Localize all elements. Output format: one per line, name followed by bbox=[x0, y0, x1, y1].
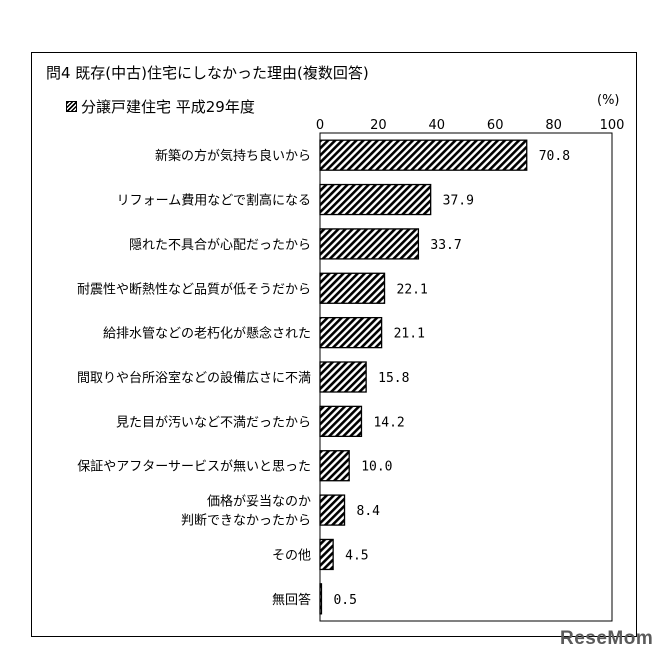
legend-swatch bbox=[66, 101, 77, 112]
x-tick-label: 80 bbox=[545, 118, 562, 133]
value-label: 22.1 bbox=[397, 282, 428, 297]
value-label: 70.8 bbox=[539, 149, 570, 164]
chart-title: 問4 既存(中古)住宅にしなかった理由(複数回答) bbox=[46, 64, 369, 82]
value-label: 4.5 bbox=[345, 548, 368, 563]
category-label: 判断できなかったから bbox=[181, 514, 311, 529]
category-label: 保証やアフターサービスが無いと思った bbox=[77, 460, 311, 475]
bar bbox=[319, 272, 386, 304]
x-tick-label: 40 bbox=[429, 118, 446, 133]
legend: 分譲戸建住宅 平成29年度 bbox=[66, 96, 255, 117]
category-label: 無回答 bbox=[272, 592, 311, 608]
category-label: その他 bbox=[272, 548, 311, 563]
value-label: 33.7 bbox=[430, 238, 461, 253]
value-label: 10.0 bbox=[361, 460, 392, 475]
bar bbox=[319, 361, 367, 393]
x-tick-label: 100 bbox=[600, 118, 625, 133]
x-tick-label: 60 bbox=[487, 118, 504, 133]
legend-label: 分譲戸建住宅 平成29年度 bbox=[81, 98, 255, 116]
value-label: 21.1 bbox=[394, 327, 425, 342]
bar bbox=[319, 450, 350, 482]
bar bbox=[319, 405, 363, 438]
bar bbox=[319, 139, 528, 171]
value-label: 14.2 bbox=[373, 415, 404, 430]
bar bbox=[319, 494, 346, 526]
bar bbox=[319, 538, 334, 571]
bar bbox=[319, 228, 420, 260]
bar bbox=[319, 183, 432, 216]
value-label: 37.9 bbox=[443, 194, 474, 209]
bar bbox=[319, 316, 383, 349]
value-label: 15.8 bbox=[378, 371, 409, 386]
watermark-logo: ReseMom bbox=[560, 628, 654, 649]
category-label: 耐震性や断熱性など品質が低そうだから bbox=[77, 282, 311, 297]
bar bbox=[319, 583, 323, 615]
x-tick-label: 0 bbox=[316, 118, 324, 133]
category-label: 給排水管などの老朽化が懸念された bbox=[103, 326, 311, 342]
category-label: 間取りや台所浴室などの設備広さに不満 bbox=[77, 370, 311, 386]
chart-frame bbox=[31, 52, 637, 637]
unit-label: (%) bbox=[597, 93, 620, 108]
category-label: 見た目が汚いなど不満だったから bbox=[116, 415, 311, 430]
category-label: 価格が妥当なのか bbox=[207, 494, 311, 510]
value-label: 0.5 bbox=[333, 593, 356, 608]
value-label: 8.4 bbox=[357, 504, 381, 519]
category-label: 新築の方が気持ち良いから bbox=[155, 148, 311, 164]
category-label: リフォーム費用などで割高になる bbox=[117, 193, 311, 209]
category-label: 隠れた不具合が心配だったから bbox=[129, 238, 311, 253]
x-tick-label: 20 bbox=[370, 118, 387, 133]
